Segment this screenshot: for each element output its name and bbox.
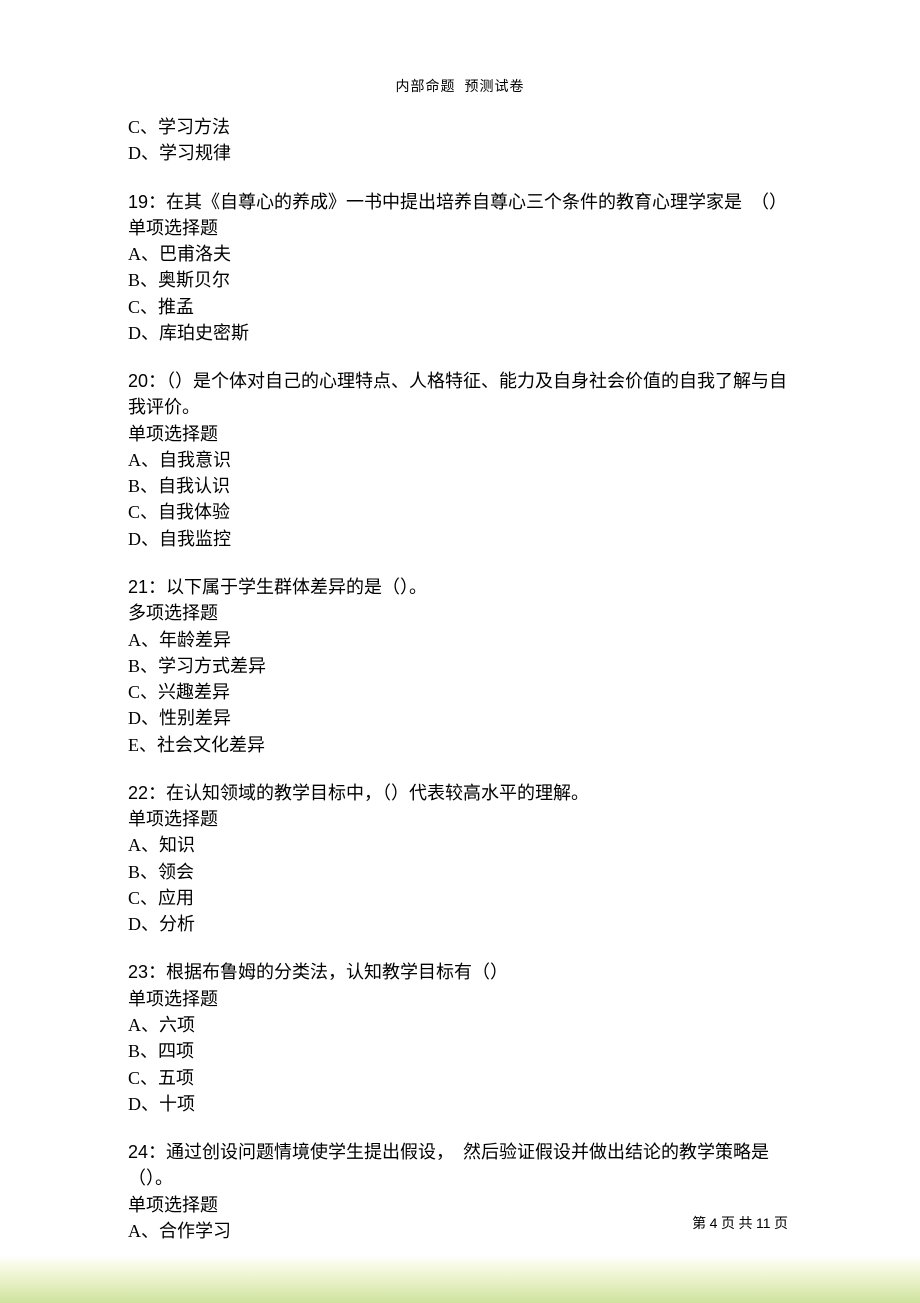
option-a: A、年龄差异 bbox=[128, 627, 793, 653]
question-22: 22：在认知领域的教学目标中，（）代表较高水平的理解。 单项选择题 A、知识 B… bbox=[128, 780, 793, 938]
option-d: D、十项 bbox=[128, 1091, 793, 1117]
option-b: B、领会 bbox=[128, 859, 793, 885]
option-d: D、学习规律 bbox=[128, 140, 793, 166]
question-type: 单项选择题 bbox=[128, 421, 793, 447]
question-type: 多项选择题 bbox=[128, 600, 793, 626]
question-text: ：通过创设问题情境使学生提出假设， 然后验证假设并做出结论的教学策略是（）。 bbox=[128, 1142, 769, 1188]
question-21: 21：以下属于学生群体差异的是（）。 多项选择题 A、年龄差异 B、学习方式差异… bbox=[128, 574, 793, 758]
option-a: A、知识 bbox=[128, 832, 793, 858]
option-d: D、自我监控 bbox=[128, 526, 793, 552]
question-stem: 22：在认知领域的教学目标中，（）代表较高水平的理解。 bbox=[128, 780, 793, 806]
option-b: B、自我认识 bbox=[128, 473, 793, 499]
header-right: 预测试卷 bbox=[465, 80, 525, 95]
option-b: B、四项 bbox=[128, 1038, 793, 1064]
footer-total: 11 bbox=[756, 1215, 771, 1231]
option-c: C、兴趣差异 bbox=[128, 679, 793, 705]
question-type: 单项选择题 bbox=[128, 215, 793, 241]
option-d: D、库珀史密斯 bbox=[128, 320, 793, 346]
question-number: 24 bbox=[128, 1142, 148, 1162]
question-stem: 19：在其《自尊心的养成》一书中提出培养自尊心三个条件的教育心理学家是 （） bbox=[128, 189, 793, 215]
option-c: C、学习方法 bbox=[128, 114, 793, 140]
question-text: ：以下属于学生群体差异的是（）。 bbox=[148, 577, 427, 597]
option-c: C、五项 bbox=[128, 1065, 793, 1091]
question-text: ：在其《自尊心的养成》一书中提出培养自尊心三个条件的教育心理学家是 （） bbox=[148, 192, 787, 212]
footer-prefix: 第 bbox=[692, 1217, 710, 1232]
question-23: 23：根据布鲁姆的分类法，认知教学目标有（） 单项选择题 A、六项 B、四项 C… bbox=[128, 959, 793, 1117]
question-19: 19：在其《自尊心的养成》一书中提出培养自尊心三个条件的教育心理学家是 （） 单… bbox=[128, 189, 793, 347]
footer-mid: 页 共 bbox=[717, 1217, 756, 1232]
question-number: 22 bbox=[128, 783, 148, 803]
option-a: A、巴甫洛夫 bbox=[128, 241, 793, 267]
question-number: 23 bbox=[128, 962, 148, 982]
question-stem: 21：以下属于学生群体差异的是（）。 bbox=[128, 574, 793, 600]
option-e: E、社会文化差异 bbox=[128, 732, 793, 758]
page: 内部命题 预测试卷 C、学习方法 D、学习规律 19：在其《自尊心的养成》一书中… bbox=[0, 0, 920, 1303]
question-stem: 24：通过创设问题情境使学生提出假设， 然后验证假设并做出结论的教学策略是（）。 bbox=[128, 1139, 793, 1192]
page-footer: 第 4 页 共 11 页 bbox=[0, 1213, 920, 1233]
page-header: 内部命题 预测试卷 bbox=[0, 76, 920, 96]
question-text: ：根据布鲁姆的分类法，认知教学目标有（） bbox=[148, 962, 508, 982]
header-left: 内部命题 bbox=[396, 80, 456, 95]
question-text: ：在认知领域的教学目标中，（）代表较高水平的理解。 bbox=[148, 783, 589, 803]
question-text: ：（）是个体对自己的心理特点、人格特征、能力及自身社会价值的自我了解与自我评价。 bbox=[128, 371, 787, 417]
question-stem: 20：（）是个体对自己的心理特点、人格特征、能力及自身社会价值的自我了解与自我评… bbox=[128, 368, 793, 421]
question-stub: C、学习方法 D、学习规律 bbox=[128, 114, 793, 167]
question-type: 单项选择题 bbox=[128, 986, 793, 1012]
question-type: 单项选择题 bbox=[128, 806, 793, 832]
question-stem: 23：根据布鲁姆的分类法，认知教学目标有（） bbox=[128, 959, 793, 985]
option-a: A、六项 bbox=[128, 1012, 793, 1038]
option-b: B、奥斯贝尔 bbox=[128, 267, 793, 293]
option-d: D、性别差异 bbox=[128, 705, 793, 731]
footer-suffix: 页 bbox=[771, 1217, 789, 1232]
question-number: 19 bbox=[128, 192, 148, 212]
question-number: 21 bbox=[128, 577, 148, 597]
content-area: C、学习方法 D、学习规律 19：在其《自尊心的养成》一书中提出培养自尊心三个条… bbox=[128, 114, 793, 1266]
option-d: D、分析 bbox=[128, 911, 793, 937]
option-c: C、自我体验 bbox=[128, 499, 793, 525]
option-a: A、自我意识 bbox=[128, 447, 793, 473]
option-b: B、学习方式差异 bbox=[128, 653, 793, 679]
option-c: C、应用 bbox=[128, 885, 793, 911]
question-number: 20 bbox=[128, 371, 148, 391]
question-20: 20：（）是个体对自己的心理特点、人格特征、能力及自身社会价值的自我了解与自我评… bbox=[128, 368, 793, 552]
option-c: C、推孟 bbox=[128, 294, 793, 320]
bottom-gradient bbox=[0, 1255, 920, 1303]
